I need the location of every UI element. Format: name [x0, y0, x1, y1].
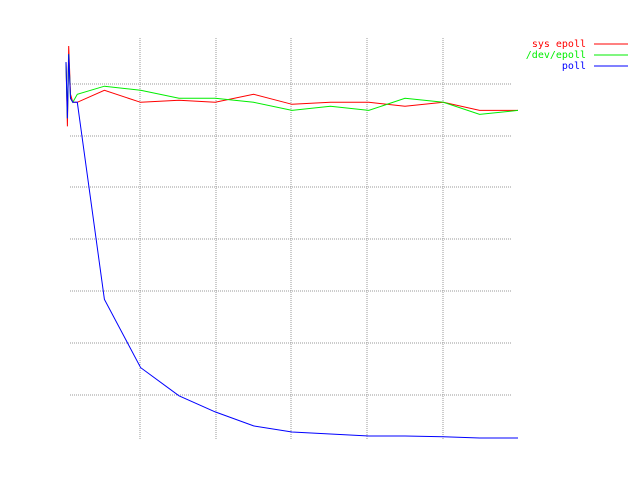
series-line-dev-epoll — [65, 54, 519, 119]
legend-label: /dev/epoll — [526, 50, 586, 61]
legend-label: poll — [562, 61, 586, 72]
chart-series-group — [65, 45, 519, 439]
series-line-poll — [65, 54, 518, 439]
legend-label: sys epoll — [532, 39, 586, 50]
series-line-sys-epoll — [65, 45, 518, 127]
chart-grid — [70, 38, 512, 440]
